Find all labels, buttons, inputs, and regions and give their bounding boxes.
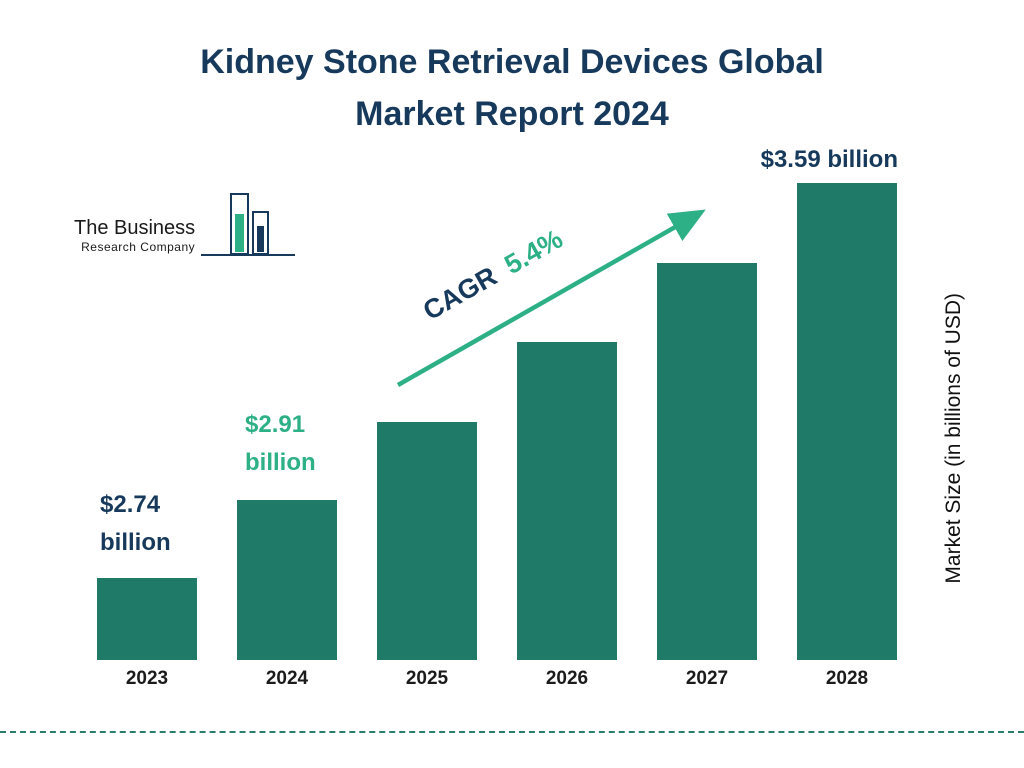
y-axis-label: Market Size (in billions of USD) <box>942 293 965 584</box>
value-label-2023: $2.74 billion <box>100 486 171 562</box>
cagr-trend-arrow <box>396 209 706 387</box>
bar-2027 <box>657 263 757 660</box>
value-label-2023-unit: billion <box>100 529 171 556</box>
company-name-line1: The Business <box>74 217 196 239</box>
bar-2023 <box>97 578 197 660</box>
x-axis-label-2025: 2025 <box>405 668 449 689</box>
company-logo-text: The Business Research Company <box>74 217 195 260</box>
value-label-2024-unit: billion <box>245 449 316 476</box>
x-axis-label-2028: 2028 <box>825 668 869 689</box>
logo-bars-icon <box>201 193 296 256</box>
cagr-trend-arrow-wrap <box>380 190 725 410</box>
bar-2026 <box>517 342 617 660</box>
bar-2025 <box>377 422 477 660</box>
value-label-2024-amount: $2.91 <box>245 411 306 438</box>
value-label-2024: $2.91 billion <box>245 406 316 482</box>
x-axis-label-2027: 2027 <box>685 668 729 689</box>
x-axis-label-2024: 2024 <box>265 668 309 689</box>
value-label-2028: $3.59 billion <box>760 146 898 173</box>
chart-title: Kidney Stone Retrieval Devices Global Mar… <box>0 36 1024 140</box>
company-logo: The Business Research Company <box>74 192 296 260</box>
x-axis-label-2023: 2023 <box>125 668 169 689</box>
value-label-2023-amount: $2.74 <box>100 491 161 518</box>
bottom-dashed-divider <box>0 731 1024 733</box>
chart-title-line1: Kidney Stone Retrieval Devices Global <box>200 43 824 81</box>
chart-title-line2: Market Report 2024 <box>355 95 669 133</box>
bar-2028 <box>797 183 897 660</box>
x-axis-label-2026: 2026 <box>545 668 589 689</box>
company-name-line2: Research Company <box>81 240 196 254</box>
bar-2024 <box>237 500 337 660</box>
